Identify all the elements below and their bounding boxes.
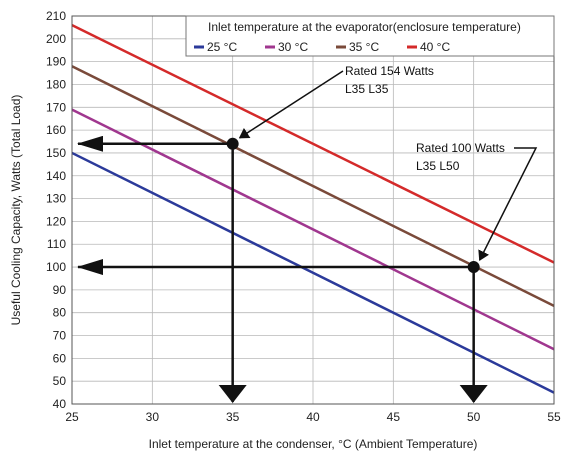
annotation-pointer-2 <box>478 147 538 261</box>
annotation-label-2-line2: L35 L50 <box>416 159 460 173</box>
y-tick-label: 100 <box>46 260 66 274</box>
x-tick-label: 45 <box>387 410 401 424</box>
x-tick-label: 30 <box>146 410 160 424</box>
y-tick-label: 110 <box>47 237 66 251</box>
annotation-label-1-line1: Rated 154 Watts <box>345 64 434 78</box>
y-tick-label: 170 <box>46 100 66 114</box>
y-tick-label: 130 <box>46 192 66 206</box>
x-tick-label: 50 <box>467 410 481 424</box>
legend-entry: 25 °C <box>207 40 237 54</box>
legend: Inlet temperature at the evaporator(encl… <box>185 15 555 57</box>
y-tick-label: 120 <box>46 214 66 228</box>
y-tick-label: 70 <box>53 329 67 343</box>
series-line <box>71 24 555 264</box>
y-tick-label: 200 <box>46 32 66 46</box>
legend-entry: 30 °C <box>278 40 308 54</box>
y-tick-label: 50 <box>53 374 67 388</box>
x-tick-label: 55 <box>547 410 561 424</box>
annotation-point <box>467 261 480 274</box>
legend-entry: 40 °C <box>420 40 450 54</box>
annotation-point <box>226 137 239 150</box>
y-tick-label: 60 <box>53 351 67 365</box>
y-tick-label: 150 <box>46 146 66 160</box>
annotation-label-2-line1: Rated 100 Watts <box>416 141 505 155</box>
y-axis-title: Useful Cooling Capacity, Watts (Total Lo… <box>9 95 23 326</box>
y-tick-label: 140 <box>46 169 66 183</box>
annotation-label-1-line2: L35 L35 <box>345 82 389 96</box>
x-tick-label: 25 <box>65 410 79 424</box>
y-tick-label: 80 <box>53 306 67 320</box>
x-axis-title: Inlet temperature at the condenser, °C (… <box>149 437 478 451</box>
x-tick-label: 40 <box>306 410 320 424</box>
legend-box <box>185 15 555 57</box>
legend-title: Inlet temperature at the evaporator(encl… <box>208 20 521 34</box>
y-tick-label: 210 <box>46 9 66 23</box>
axes: 25 30 35 40 45 50 55 40 50 60 70 80 90 100 110 120 130 14… <box>9 9 561 451</box>
legend-entry: 35 °C <box>349 40 379 54</box>
grid <box>71 15 555 405</box>
annotation-pointer-1 <box>238 70 344 139</box>
y-tick-label: 160 <box>46 123 66 137</box>
y-tick-label: 90 <box>53 283 67 297</box>
y-tick-label: 190 <box>46 55 66 69</box>
annotations: Rated 154 Watts L35 L35 Rated 100 Watts L35… <box>77 64 538 403</box>
y-tick-label: 180 <box>46 77 66 91</box>
y-tick-label: 40 <box>53 397 67 411</box>
x-tick-label: 35 <box>226 410 240 424</box>
